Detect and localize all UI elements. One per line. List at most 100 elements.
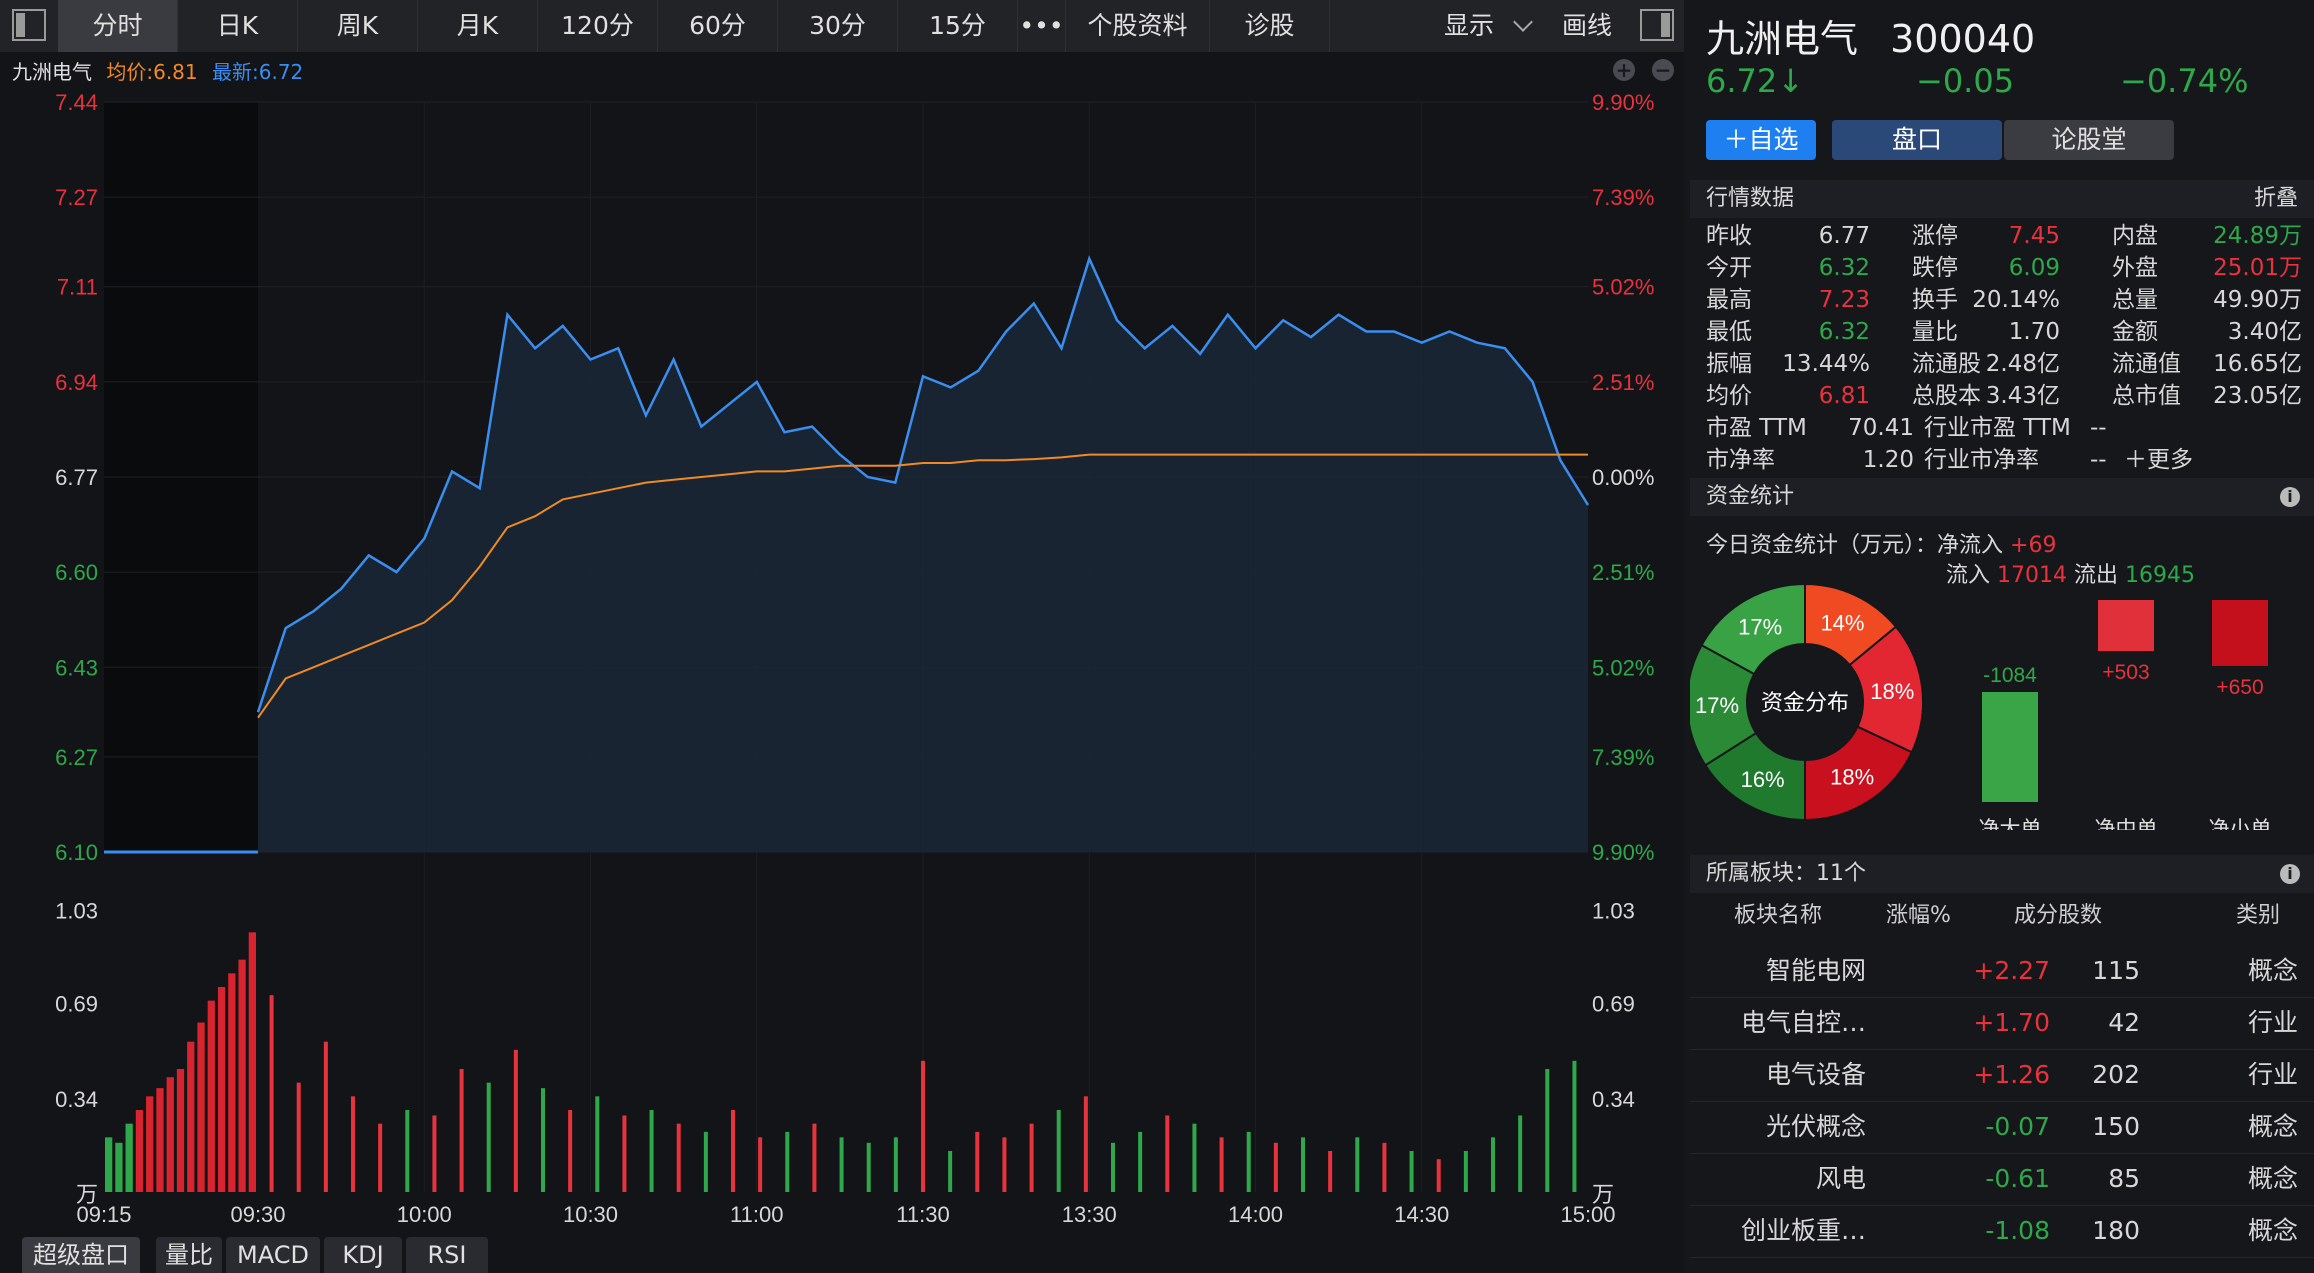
tab-intraday[interactable]: 分时 <box>58 0 178 52</box>
pct-tick-label: 9.90% <box>1592 90 1654 115</box>
volume-bar <box>248 932 256 1192</box>
volume-bar <box>513 1049 518 1192</box>
more-periods-button[interactable]: ••• <box>1018 0 1066 52</box>
quote-label: 金额 <box>2112 319 2158 345</box>
tab-monthly-k[interactable]: 月K <box>418 0 538 52</box>
pct-tick-label: 5.02% <box>1592 655 1654 680</box>
volume-bar <box>839 1137 844 1192</box>
plates-section-title: 所属板块：11个 <box>1706 861 1866 886</box>
tab-kdj[interactable]: KDJ <box>324 1237 402 1273</box>
volume-bar <box>1138 1131 1143 1192</box>
quote-value: 6.77 <box>1818 223 1870 249</box>
outflow-label: 流出 <box>2074 563 2119 588</box>
col-constituents[interactable]: 成分股数 <box>2014 903 2103 928</box>
plate-category: 概念 <box>2247 1216 2298 1245</box>
donut-slice-label: 18% <box>1870 679 1914 704</box>
more-link[interactable]: ＋更多 <box>2124 447 2193 473</box>
volume-tick-label: 万 <box>1592 1182 1614 1207</box>
volume-bar <box>975 1131 980 1192</box>
pct-tick-label: 9.90% <box>1592 840 1654 865</box>
tab-lungutang[interactable]: 论股堂 <box>2004 120 2174 160</box>
volume-tick-label: 0.69 <box>55 991 98 1016</box>
tab-volume-ratio[interactable]: 量比 <box>156 1237 222 1273</box>
pct-tick-label: 7.39% <box>1592 185 1654 210</box>
plate-row[interactable]: 创业板重… -1.08 180 概念 <box>1690 1205 2314 1258</box>
volume-bar <box>622 1115 627 1192</box>
plate-row[interactable]: 光伏概念 -0.07 150 概念 <box>1690 1101 2314 1154</box>
fold-button[interactable]: 折叠 <box>2253 186 2298 211</box>
volume-bar <box>217 987 226 1192</box>
time-tick-label: 11:30 <box>896 1202 949 1227</box>
volume-bar <box>1382 1142 1387 1192</box>
volume-bar <box>568 1110 573 1192</box>
volume-tick-label: 0.69 <box>1592 991 1635 1016</box>
tab-macd[interactable]: MACD <box>226 1237 320 1273</box>
price-tick-label: 7.27 <box>55 185 98 210</box>
tab-pankou[interactable]: 盘口 <box>1832 120 2002 160</box>
time-tick-label: 09:15 <box>76 1202 131 1227</box>
price-tick-label: 7.44 <box>55 90 98 115</box>
donut-center-label: 资金分布 <box>1761 691 1849 716</box>
tab-60min[interactable]: 60分 <box>658 0 778 52</box>
tab-rsi[interactable]: RSI <box>406 1237 488 1273</box>
right-panel-toggle-icon[interactable] <box>1640 9 1674 41</box>
plate-row[interactable]: 电气自控… +1.70 42 行业 <box>1690 997 2314 1050</box>
col-change-pct[interactable]: 涨幅% <box>1886 903 1951 928</box>
time-tick-label: 10:30 <box>563 1202 618 1227</box>
donut-slice-label: 17% <box>1738 614 1782 639</box>
quote-value: 6.09 <box>2008 255 2060 281</box>
zoom-in-icon[interactable]: + <box>1613 59 1635 81</box>
tab-stock-profile[interactable]: 个股资料 <box>1066 0 1210 52</box>
plate-category: 概念 <box>2247 1112 2298 1141</box>
volume-bar <box>156 1088 164 1192</box>
display-menu[interactable]: 显示 <box>1444 0 1533 52</box>
chart-toolbar: 分时 日K 周K 月K 120分 60分 30分 15分 ••• 个股资料 诊股… <box>0 0 1684 53</box>
fund-flow-value: +650 <box>2216 676 2263 699</box>
last-price: 6.72↓ <box>1706 62 1804 100</box>
quote-row: 振幅 13.44% 流通股 2.48亿 流通值 16.65亿 <box>1706 348 2306 380</box>
plate-category: 行业 <box>2247 1060 2298 1089</box>
zoom-out-icon[interactable]: − <box>1652 59 1674 81</box>
pb-label: 市净率 <box>1706 447 1775 473</box>
fund-flow-bar <box>2098 600 2154 652</box>
tab-super-pankou[interactable]: 超级盘口 <box>22 1237 140 1273</box>
tab-15min[interactable]: 15分 <box>898 0 1018 52</box>
plate-row[interactable]: 电气设备 +1.26 202 行业 <box>1690 1049 2314 1102</box>
donut-slice-label: 14% <box>1820 610 1864 635</box>
time-tick-label: 11:00 <box>730 1202 783 1227</box>
volume-bar <box>238 959 246 1192</box>
plate-row[interactable]: 智能电网 +2.27 115 概念 <box>1690 945 2314 998</box>
left-panel-toggle-icon[interactable] <box>12 9 46 41</box>
plate-category: 概念 <box>2247 1164 2298 1193</box>
tab-diagnose[interactable]: 诊股 <box>1210 0 1330 52</box>
tab-30min[interactable]: 30分 <box>778 0 898 52</box>
tab-120min[interactable]: 120分 <box>538 0 658 52</box>
volume-bar <box>228 973 236 1192</box>
col-category[interactable]: 类别 <box>2236 903 2281 928</box>
funds-section-title: 资金统计 <box>1706 484 1795 509</box>
industry-pb-label: 行业市净率 <box>1924 447 2039 473</box>
quote-row-pe: 市盈 TTM 70.41 行业市盈 TTM -- <box>1706 412 2306 444</box>
volume-bar <box>1219 1137 1224 1192</box>
volume-bar <box>1002 1137 1007 1192</box>
tab-weekly-k[interactable]: 周K <box>298 0 418 52</box>
time-tick-label: 14:30 <box>1394 1202 1449 1227</box>
add-watchlist-button[interactable]: ＋自选 <box>1706 120 1816 160</box>
plate-category: 行业 <box>2247 1008 2298 1037</box>
quote-value: 1.70 <box>2008 319 2060 345</box>
plate-row[interactable]: 风电 -0.61 85 概念 <box>1690 1153 2314 1206</box>
info-icon[interactable]: i <box>2280 864 2300 884</box>
quote-label: 昨收 <box>1706 223 1752 249</box>
quote-value: 3.40亿 <box>2227 319 2302 345</box>
pe-value: 70.41 <box>1848 415 1914 441</box>
intraday-chart[interactable]: 7.44 9.90% 7.27 7.39% 7.11 5.02% 6.94 2.51% 6.77… <box>0 52 1684 1273</box>
tab-daily-k[interactable]: 日K <box>178 0 298 52</box>
plate-name: 光伏概念 <box>1765 1112 1866 1141</box>
col-plate-name[interactable]: 板块名称 <box>1734 903 1823 928</box>
volume-bar <box>758 1137 763 1192</box>
pct-tick-label: 0.00% <box>1592 465 1654 490</box>
draw-lines-button[interactable]: 画线 <box>1562 11 1613 40</box>
volume-bar <box>296 1082 301 1192</box>
funds-distribution-chart: 14% 18% 18% 16% 17% 17% 资金分布 -1084 净大单 +503 净中单 +65… <box>1690 582 2272 830</box>
info-icon[interactable]: i <box>2280 487 2300 507</box>
